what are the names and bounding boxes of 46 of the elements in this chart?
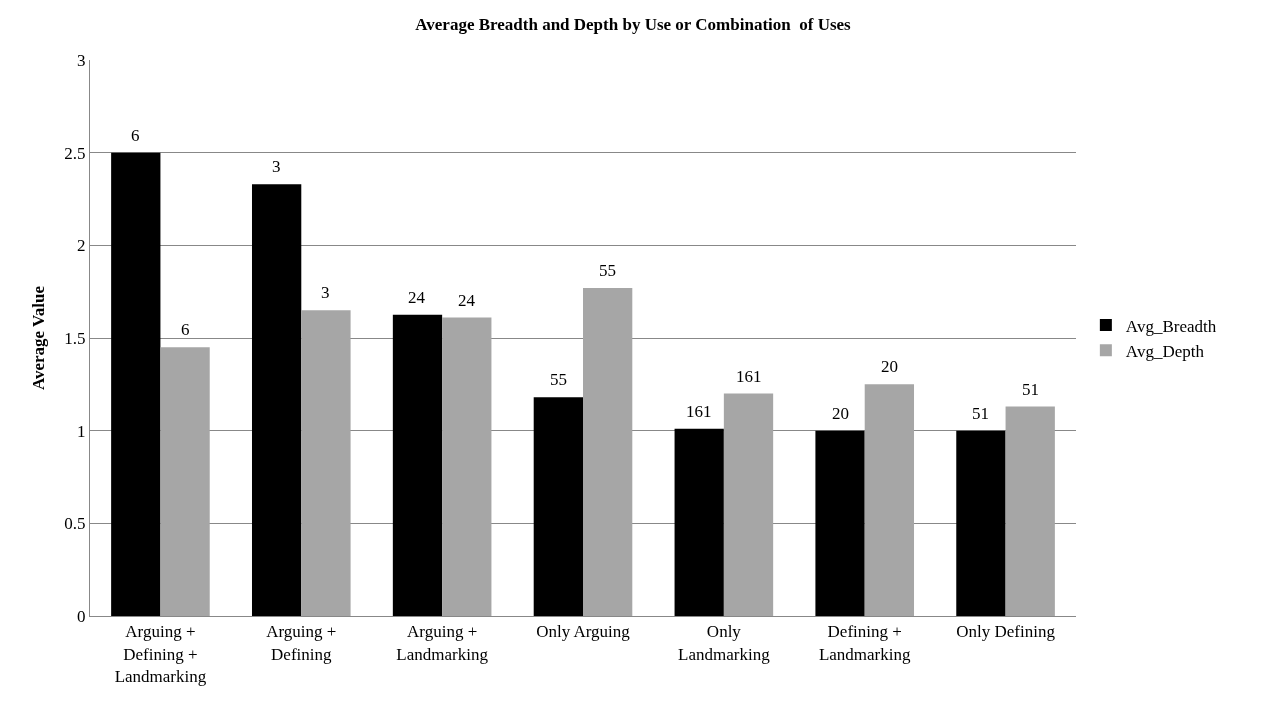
annotation: 6 <box>181 320 190 339</box>
y-tick-label: 0.5 <box>64 514 86 534</box>
x-tick-label: Only Landmarking <box>678 622 771 664</box>
annotation: 161 <box>686 402 712 421</box>
annotation: 20 <box>832 404 849 423</box>
x-tick-label: Defining + Landmarking <box>818 622 911 664</box>
y-tick-label: 3 <box>77 50 86 70</box>
legend-label: Avg_Breadth <box>1125 316 1217 336</box>
bar <box>864 384 915 616</box>
annotation: 20 <box>881 357 898 376</box>
y-tick-label: 1 <box>77 421 86 441</box>
bar <box>160 347 210 616</box>
annotation: 55 <box>599 261 616 280</box>
annotation: 161 <box>736 367 762 386</box>
bar <box>251 184 302 616</box>
annotation: 3 <box>272 157 281 176</box>
annotation: 51 <box>1022 380 1039 399</box>
bar <box>815 430 865 616</box>
bar <box>674 428 724 616</box>
y-tick-label: 2.5 <box>64 143 86 163</box>
bar <box>1005 406 1055 616</box>
bar <box>723 393 774 616</box>
annotation: 6 <box>131 126 140 145</box>
bar <box>956 430 1006 616</box>
legend-label: Avg_Depth <box>1125 341 1205 361</box>
bar <box>392 314 443 616</box>
x-tick-label: Arguing + Defining + Landmarking <box>114 622 207 686</box>
y-tick-label: 0 <box>77 606 86 626</box>
bar <box>533 397 583 616</box>
chart-title: Average Breadth and Depth by Use or Combination of Uses <box>415 14 852 34</box>
annotation: 51 <box>972 404 989 423</box>
bar <box>301 310 351 616</box>
y-tick-label: 2 <box>77 236 86 256</box>
y-tick-label: 1.5 <box>64 328 86 348</box>
bar <box>583 287 633 616</box>
annotation: 24 <box>458 291 476 310</box>
annotation: 3 <box>321 283 330 302</box>
x-tick-label: Arguing + Landmarking <box>396 622 489 664</box>
bar <box>442 317 492 616</box>
annotation: 55 <box>550 370 567 389</box>
annotation: 24 <box>408 288 426 307</box>
y-axis-title: Average Value <box>28 285 48 391</box>
x-tick-label: Arguing + Defining <box>266 622 337 664</box>
x-tick-label: Only Arguing <box>536 622 631 642</box>
bar <box>111 152 161 616</box>
x-tick-label: Only Defining <box>956 622 1056 642</box>
